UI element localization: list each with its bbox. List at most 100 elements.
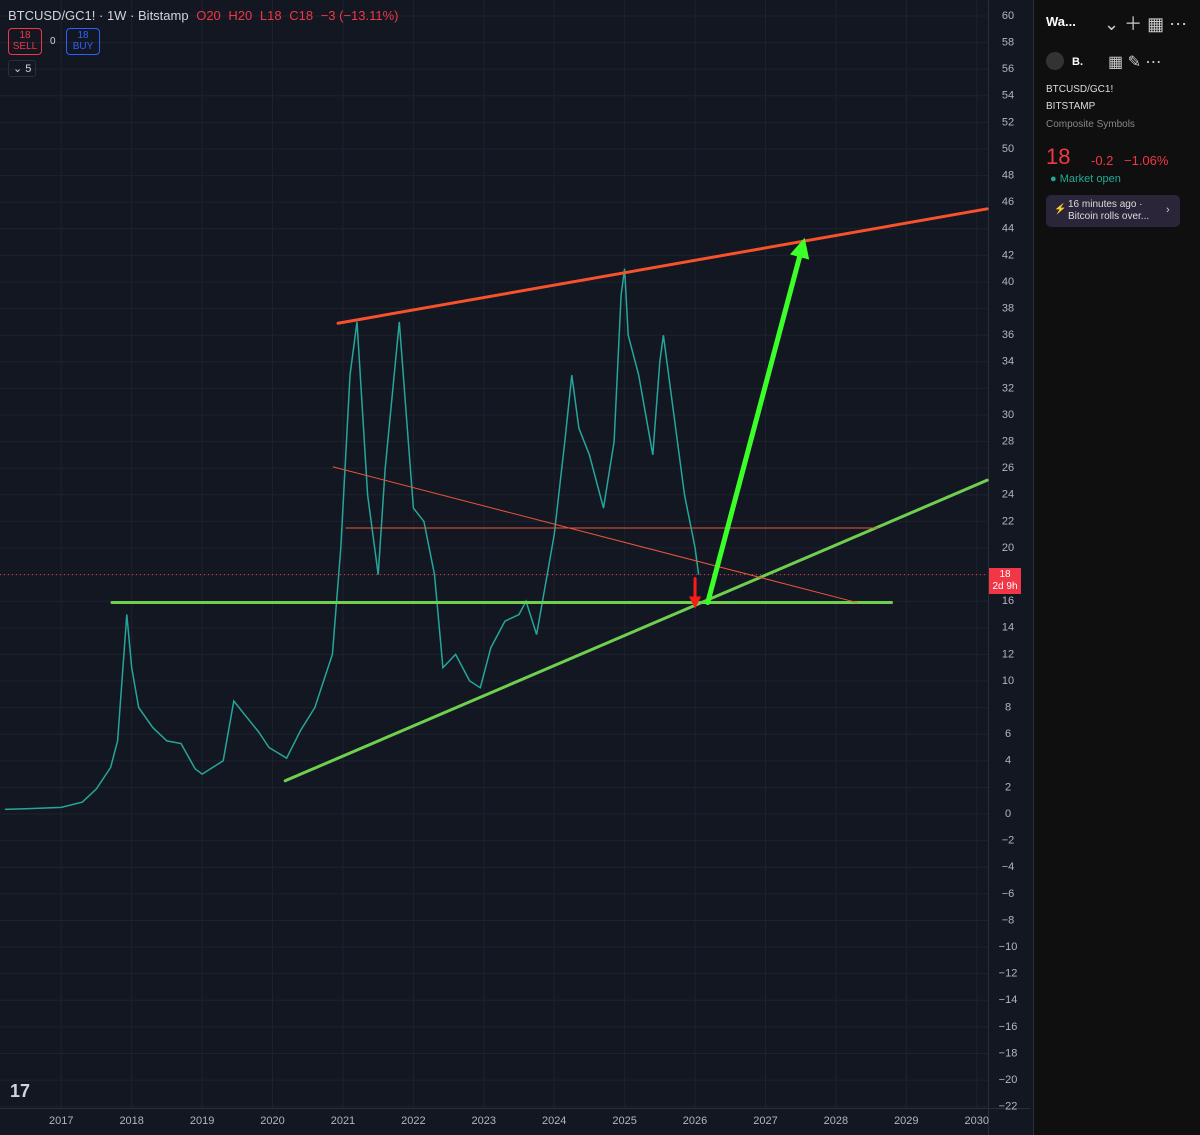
- x-tick-label: 2027: [753, 1115, 777, 1127]
- y-tick-label: 32: [1002, 382, 1014, 394]
- x-tick-label: 2018: [119, 1115, 143, 1127]
- news-time: 16 minutes ago ·: [1068, 199, 1143, 210]
- y-tick-label: 56: [1002, 63, 1014, 75]
- x-tick-label: 2028: [824, 1115, 848, 1127]
- y-tick-label: 16: [1002, 595, 1014, 607]
- y-tick-label: −2: [1002, 835, 1015, 847]
- y-tick-label: 34: [1002, 356, 1014, 368]
- y-tick-label: 20: [1002, 542, 1014, 554]
- y-tick-label: −4: [1002, 861, 1015, 873]
- price-label: 18 2d 9h: [989, 568, 1021, 594]
- trend-line: [283, 478, 989, 783]
- y-tick-label: 46: [1002, 196, 1014, 208]
- buy-price: 18: [77, 30, 89, 41]
- change: −3 (−13.11%): [320, 8, 399, 23]
- y-tick-label: 48: [1002, 169, 1014, 181]
- toolbar-icons[interactable]: ⌄ ＋ ▦ ⋯: [1104, 14, 1188, 34]
- exchange: BITSTAMP: [1046, 101, 1096, 112]
- y-tick-label: 28: [1002, 436, 1014, 448]
- news-title: Bitcoin rolls over...: [1068, 211, 1150, 222]
- logo: 17: [10, 1081, 30, 1101]
- y-tick-label: 42: [1002, 249, 1014, 261]
- price-change-pct: −1.06%: [1124, 153, 1169, 168]
- buy-button[interactable]: 18 BUY: [66, 28, 100, 55]
- y-tick-label: −18: [999, 1047, 1018, 1059]
- arrow: [705, 237, 810, 606]
- y-tick-label: −12: [999, 968, 1018, 980]
- y-tick-label: 30: [1002, 409, 1014, 421]
- indicator-count: 5: [25, 63, 32, 75]
- y-tick-label: 52: [1002, 116, 1014, 128]
- y-tick-label: 60: [1002, 10, 1014, 22]
- countdown: 2d 9h: [992, 581, 1018, 592]
- y-tick-label: −16: [999, 1021, 1018, 1033]
- sell-label: SELL: [12, 41, 38, 52]
- watchlist-title[interactable]: Wa...: [1046, 14, 1076, 29]
- trend-line: [332, 466, 858, 604]
- open: O20: [196, 8, 221, 23]
- y-tick-label: −20: [999, 1074, 1018, 1086]
- x-tick-label: 2023: [472, 1115, 496, 1127]
- x-tick-label: 2019: [190, 1115, 214, 1127]
- x-tick-label: 2026: [683, 1115, 707, 1127]
- y-tick-label: 0: [1005, 808, 1011, 820]
- news-card[interactable]: ⚡ 16 minutes ago · Bitcoin rolls over...…: [1046, 195, 1180, 227]
- x-tick-label: 2030: [964, 1115, 988, 1127]
- y-tick-label: 22: [1002, 515, 1014, 527]
- y-tick-label: 40: [1002, 276, 1014, 288]
- spread: 0: [50, 36, 56, 47]
- y-tick-label: −14: [999, 994, 1018, 1006]
- y-tick-label: 2: [1005, 781, 1011, 793]
- y-tick-label: 44: [1002, 223, 1014, 235]
- legend-header: BTCUSD/GC1! · 1W · Bitstamp O20 H20 L18 …: [8, 8, 403, 23]
- symbol-short: B.: [1072, 56, 1083, 68]
- x-tick-label: 2020: [260, 1115, 284, 1127]
- y-tick-label: 8: [1005, 702, 1011, 714]
- price-value: 18: [999, 569, 1011, 580]
- chart: 17 6058565452504846444240383634323028262…: [0, 0, 1030, 1135]
- y-tick-label: 4: [1005, 755, 1011, 767]
- high: H20: [228, 8, 253, 23]
- sidebar: Wa... ⌄ ＋ ▦ ⋯ B. ▦ ✎ ⋯ BTCUSD/GC1! BITST…: [1033, 0, 1200, 1135]
- x-tick-label: 2024: [542, 1115, 566, 1127]
- sell-price: 18: [19, 30, 31, 41]
- y-tick-label: 24: [1002, 489, 1014, 501]
- status-text: Market open: [1059, 173, 1121, 185]
- symbol-icon: [1046, 52, 1064, 70]
- y-tick-label: 10: [1002, 675, 1014, 687]
- sell-button[interactable]: 18 SELL: [8, 28, 42, 55]
- indicators-toggle[interactable]: ⌄ 5: [8, 60, 37, 77]
- x-tick-label: 2029: [894, 1115, 918, 1127]
- y-tick-label: −8: [1002, 914, 1015, 926]
- trend-line: [336, 207, 989, 325]
- y-tick-label: −6: [1002, 888, 1015, 900]
- x-tick-label: 2025: [612, 1115, 636, 1127]
- buy-label: BUY: [72, 41, 94, 52]
- y-tick-label: 14: [1002, 622, 1014, 634]
- price-line: [4, 268, 700, 811]
- symbol-tools[interactable]: ▦ ✎ ⋯: [1108, 54, 1162, 71]
- y-tick-label: 26: [1002, 462, 1014, 474]
- x-tick-label: 2022: [401, 1115, 425, 1127]
- y-tick-label: 58: [1002, 36, 1014, 48]
- last-price: 18: [1046, 144, 1071, 169]
- x-tick-label: 2021: [331, 1115, 355, 1127]
- y-tick-label: −10: [999, 941, 1018, 953]
- news-chevron: ›: [1166, 204, 1170, 216]
- close: C18: [289, 8, 314, 23]
- y-tick-label: 12: [1002, 648, 1014, 660]
- y-tick-label: −22: [999, 1101, 1018, 1113]
- price-change: -0.2: [1091, 153, 1114, 168]
- x-tick-label: 2017: [49, 1115, 73, 1127]
- symbol-kind: Composite Symbols: [1046, 119, 1135, 130]
- market-status: ● Market open: [1050, 173, 1121, 185]
- low: L18: [259, 8, 282, 23]
- y-tick-label: 6: [1005, 728, 1011, 740]
- news-icon: ⚡: [1054, 204, 1067, 215]
- y-tick-label: 38: [1002, 302, 1014, 314]
- symbol-name: BTCUSD/GC1!: [1046, 84, 1114, 95]
- symbol: BTCUSD/GC1! · 1W · Bitstamp: [8, 8, 189, 23]
- y-tick-label: 54: [1002, 90, 1014, 102]
- y-tick-label: 36: [1002, 329, 1014, 341]
